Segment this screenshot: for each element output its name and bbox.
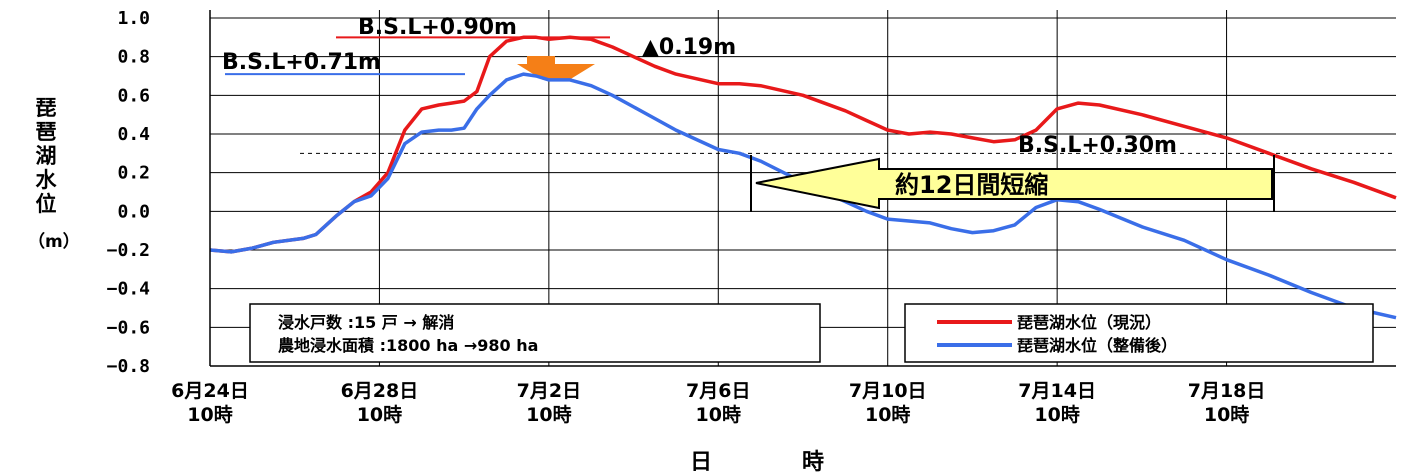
- x-tick-label: 7月14日: [1018, 380, 1096, 402]
- x-tick-sublabel: 10時: [526, 404, 571, 426]
- legend-label-improved: 琵琶湖水位（整備後）: [1017, 336, 1177, 355]
- y-axis-label-char: 位: [35, 192, 57, 216]
- x-tick-sublabel: 10時: [865, 404, 910, 426]
- decrease-arrow-icon: [517, 56, 595, 80]
- y-tick-label: 0.0: [117, 201, 150, 222]
- y-axis-label: 琵 琶 湖 水 位 （m）: [28, 96, 80, 254]
- info-box-line2: 農地浸水面積 :1800 ha →980 ha: [278, 336, 538, 355]
- y-tick-label: 0.8: [117, 47, 150, 68]
- axes: 1.00.80.60.40.20.0−0.2−0.4−0.6−0.86月24日1…: [107, 8, 1396, 426]
- y-axis-label-char: 琵: [35, 96, 57, 120]
- label-bsl-030: B.S.L+0.30m: [1018, 133, 1177, 158]
- legend-frame: [904, 303, 1374, 363]
- y-tick-label: 0.2: [117, 163, 150, 184]
- y-tick-label: 0.4: [117, 124, 150, 145]
- x-tick-label: 7月2日: [517, 380, 581, 402]
- shortening-arrow-icon: [750, 155, 1275, 212]
- label-bsl-090: B.S.L+0.90m: [358, 15, 517, 40]
- x-tick-label: 7月10日: [849, 380, 927, 402]
- series-lines: [209, 35, 1397, 320]
- info-box-frame: [249, 303, 821, 363]
- label-bsl-071: B.S.L+0.71m: [222, 50, 381, 75]
- reference-lines: [225, 36, 1396, 154]
- info-box-line1: 浸水戸数 :15 戸 → 解消: [278, 313, 454, 332]
- x-axis-label: 日 時: [690, 450, 859, 475]
- y-tick-label: −0.4: [107, 279, 151, 300]
- series-line-current: [209, 35, 1397, 254]
- x-tick-label: 6月24日: [171, 380, 249, 402]
- x-tick-sublabel: 10時: [1034, 404, 1079, 426]
- x-tick-sublabel: 10時: [1204, 404, 1249, 426]
- x-tick-label: 7月18日: [1188, 380, 1266, 402]
- x-tick-label: 7月6日: [686, 380, 750, 402]
- legend: 琵琶湖水位（現況） 琵琶湖水位（整備後）: [904, 303, 1374, 363]
- y-tick-label: −0.8: [107, 356, 150, 377]
- x-tick-label: 6月28日: [341, 380, 419, 402]
- y-tick-label: 0.6: [117, 85, 150, 106]
- y-axis-label-char: 湖: [35, 144, 57, 168]
- arrow-body: [755, 157, 1273, 210]
- x-tick-sublabel: 10時: [696, 404, 741, 426]
- annotations: B.S.L+0.90m B.S.L+0.71m B.S.L+0.30m ▲0.1…: [222, 15, 1275, 212]
- x-tick-sublabel: 10時: [357, 404, 402, 426]
- y-tick-label: 1.0: [117, 8, 150, 29]
- y-tick-label: −0.2: [107, 240, 150, 261]
- y-tick-label: −0.6: [107, 317, 150, 338]
- label-shortening: 約12日間短縮: [895, 171, 1048, 199]
- y-axis-label-char: 水: [35, 168, 57, 192]
- label-difference: ▲0.19m: [642, 35, 736, 60]
- x-tick-sublabel: 10時: [187, 404, 232, 426]
- legend-label-current: 琵琶湖水位（現況）: [1017, 313, 1161, 332]
- y-axis-label-unit: （m）: [28, 232, 80, 252]
- y-axis-label-char: 琶: [35, 120, 57, 144]
- series-line-improved: [209, 72, 1397, 320]
